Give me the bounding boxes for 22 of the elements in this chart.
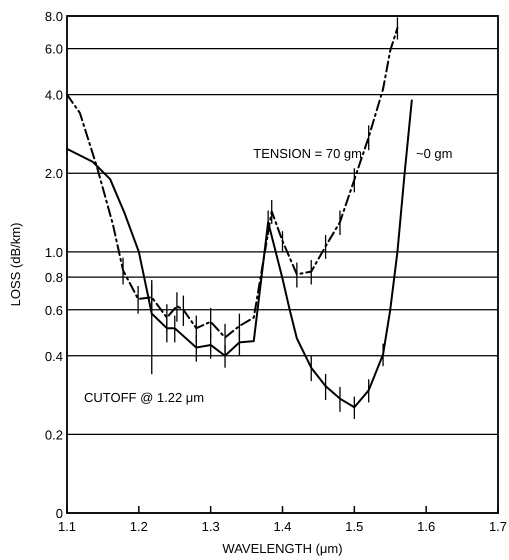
- y-tick-label: 4.0: [44, 88, 63, 103]
- x-tick-label: 1.7: [488, 519, 508, 534]
- y-tick-label: 0.4: [44, 348, 63, 364]
- annotation: CUTOFF @ 1.22 μm: [84, 390, 204, 405]
- y-tick-label: 2.0: [44, 166, 63, 182]
- x-tick-label: 1.6: [417, 519, 436, 534]
- x-axis-title: WAVELENGTH (μm): [222, 541, 343, 556]
- y-tick-label: 1.0: [44, 244, 63, 260]
- series-label: TENSION = 70 gm: [253, 146, 362, 161]
- x-tick-label: 1.4: [273, 519, 292, 534]
- y-tick-label: 0: [56, 506, 63, 521]
- y-axis-title: LOSS (dB/km): [8, 222, 23, 306]
- series-label: ~0 gm: [416, 146, 452, 161]
- y-tick-label: 8.0: [44, 9, 63, 24]
- x-tick-label: 1.2: [130, 519, 148, 534]
- x-tick-label: 1.3: [202, 519, 220, 534]
- x-tick-label: 1.1: [58, 519, 76, 534]
- y-tick-label: 0.2: [44, 427, 63, 442]
- y-tick-label: 6.0: [44, 42, 63, 57]
- y-tick-label: 0.8: [44, 270, 63, 286]
- x-tick-label: 1.5: [345, 519, 364, 534]
- y-tick-label: 0.6: [44, 302, 63, 318]
